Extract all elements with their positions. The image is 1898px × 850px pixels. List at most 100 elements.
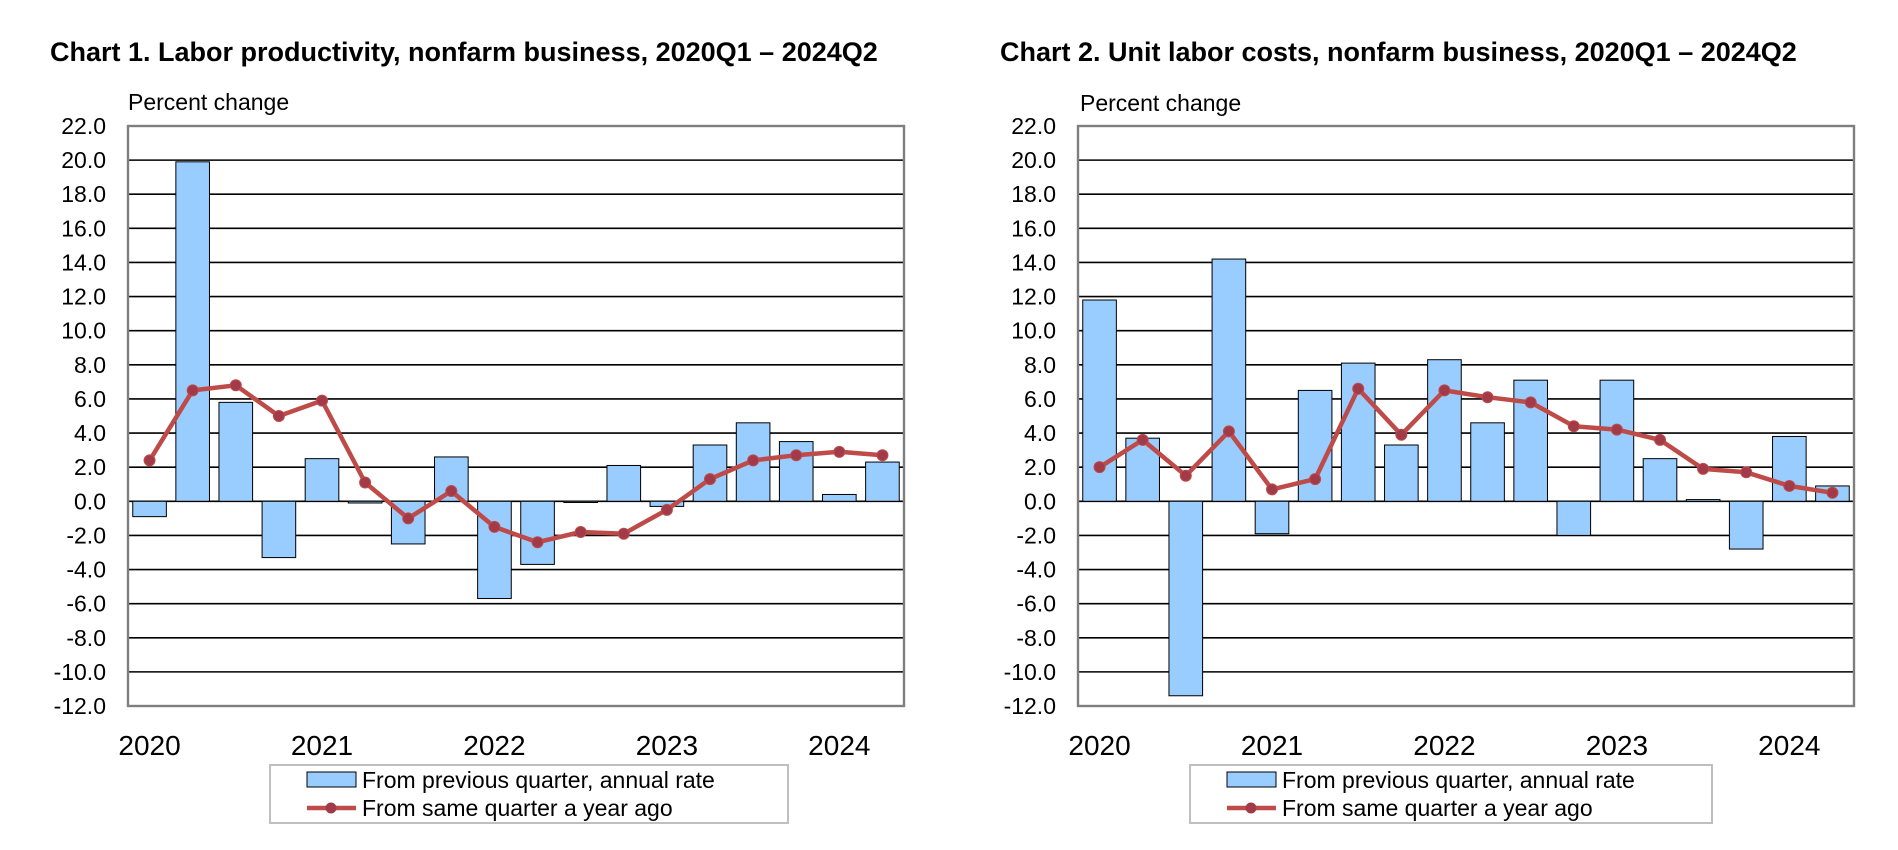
x-tick-label: 2023: [1586, 730, 1648, 761]
bar: [822, 493, 857, 502]
line-marker: [1567, 420, 1580, 433]
bar: [1728, 500, 1764, 550]
line-marker: [1654, 433, 1666, 446]
y-tick-label: -4.0: [66, 557, 106, 583]
line-marker: [704, 473, 716, 486]
legend-box: [1189, 764, 1713, 824]
line-marker: [1136, 433, 1149, 446]
x-tick-label: 2024: [1758, 730, 1820, 761]
line-marker: [1093, 461, 1106, 474]
bar: [1168, 500, 1204, 697]
x-tick-label: 2021: [291, 730, 353, 761]
line-marker: [574, 526, 587, 538]
line-marker: [531, 536, 544, 549]
line-marker: [660, 503, 673, 516]
x-tick-label: 2020: [118, 730, 180, 761]
chart-title: Chart 2. Unit labor costs, nonfarm busin…: [1000, 37, 1797, 67]
line-marker: [1826, 486, 1839, 499]
line-marker: [488, 520, 501, 533]
line-marker: [876, 449, 889, 462]
line-marker: [1481, 391, 1494, 404]
x-tick-label: 2020: [1068, 730, 1130, 761]
line-marker: [1740, 466, 1753, 479]
line-marker: [186, 384, 199, 397]
x-tick-label: 2023: [636, 730, 698, 761]
x-tick-labels: 2020 2021 2022 2023 2024: [1068, 730, 1820, 761]
legend-label-line: From same quarter a year ago: [1282, 795, 1593, 821]
bar: [1556, 500, 1592, 536]
legend-bar-swatch: [306, 771, 357, 788]
bar: [1211, 258, 1247, 502]
y-tick-label: 18.0: [1011, 181, 1056, 207]
line-marker: [1783, 479, 1796, 492]
y-tick-label: -6.0: [1016, 591, 1056, 617]
y-tick-label: -2.0: [1016, 522, 1056, 548]
x-tick-label: 2021: [1241, 730, 1303, 761]
line-marker: [1610, 423, 1623, 436]
line-marker: [1697, 462, 1710, 475]
line-marker: [617, 527, 630, 540]
y-tick-label: 22.0: [61, 113, 106, 139]
y-tick-label: 20.0: [61, 147, 106, 173]
bar: [175, 161, 210, 502]
legend-bar-swatch: [1226, 771, 1277, 788]
line-series: [1093, 382, 1839, 499]
line-marker: [1309, 473, 1322, 486]
y-tick-label: 18.0: [61, 181, 106, 207]
bar: [477, 500, 512, 600]
y-tick-label: 12.0: [1011, 284, 1056, 310]
y-tick-label: 22.0: [1011, 113, 1056, 139]
y-tick-label: 8.0: [1024, 352, 1056, 378]
y-tick-label: -2.0: [66, 522, 106, 548]
bar: [520, 500, 555, 565]
y-tick-label: -4.0: [1016, 557, 1056, 583]
y-tick-label: 10.0: [61, 318, 106, 344]
y-tick-label: 2.0: [1024, 454, 1056, 480]
y-tick-label: 16.0: [61, 215, 106, 241]
line-marker: [747, 454, 760, 467]
plot-frame: [126, 124, 906, 708]
plot-frame: [1076, 124, 1856, 708]
y-tick-label: 12.0: [61, 284, 106, 310]
y-tick-label: -8.0: [1016, 625, 1056, 651]
line-marker: [445, 485, 458, 498]
line-marker: [790, 449, 803, 462]
y-tick-label: -12.0: [1004, 693, 1056, 719]
y-tick-label: 14.0: [61, 249, 106, 275]
x-tick-label: 2022: [1413, 730, 1475, 761]
y-tick-label: 0.0: [74, 488, 106, 514]
bar: [132, 500, 167, 518]
bar: [865, 461, 900, 502]
bar: [261, 500, 297, 559]
line-marker: [1524, 396, 1537, 409]
line-series: [143, 379, 889, 549]
legend-line-marker: [1245, 802, 1257, 814]
y-tick-label: 14.0: [1011, 249, 1056, 275]
bar-series: [132, 161, 900, 600]
x-tick-labels: 2020 2021 2022 2023 2024: [118, 730, 870, 761]
line-marker: [833, 445, 846, 458]
bar: [1685, 499, 1721, 502]
y-tick-label: 16.0: [1011, 215, 1056, 241]
legend-line-marker: [325, 802, 337, 814]
y-tick-label: -10.0: [54, 659, 106, 685]
y-tick-label: 6.0: [74, 386, 106, 412]
bar: [563, 500, 598, 503]
line-marker: [1395, 428, 1408, 441]
bar: [304, 458, 340, 502]
y-tick-label: 4.0: [74, 420, 106, 446]
bar: [218, 401, 254, 502]
y-tick-label: -6.0: [66, 591, 106, 617]
bar: [1599, 379, 1635, 502]
y-tick-label: -8.0: [66, 625, 106, 651]
bar: [1470, 422, 1505, 502]
line-marker: [229, 379, 242, 392]
bar: [606, 464, 642, 502]
y-tick-label: 0.0: [1024, 488, 1056, 514]
line-marker: [1179, 469, 1192, 482]
x-tick-label: 2024: [808, 730, 870, 761]
line-marker: [402, 512, 415, 525]
legend-label-bar: From previous quarter, annual rate: [1282, 767, 1635, 793]
